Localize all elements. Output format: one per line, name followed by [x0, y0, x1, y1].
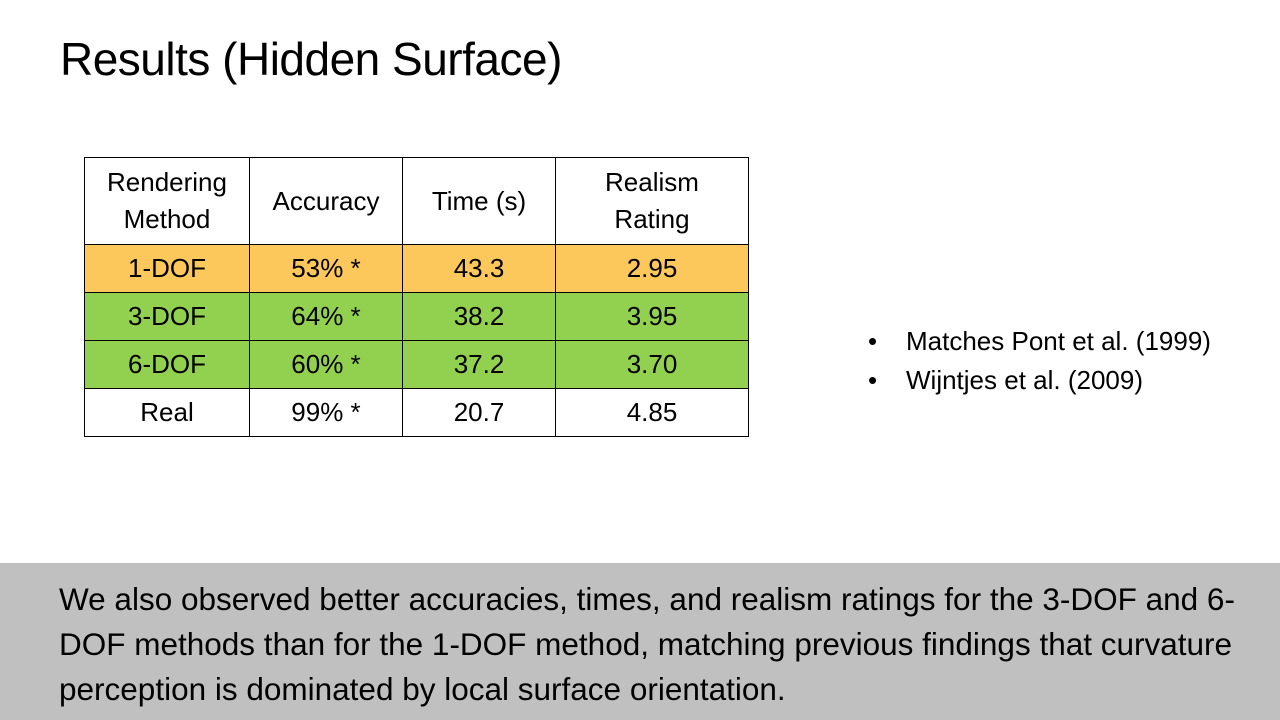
cell-accuracy: 60% * — [249, 340, 403, 389]
cell-time: 38.2 — [402, 292, 556, 341]
cell-accuracy: 53% * — [249, 244, 403, 293]
caption-text: We also observed better accuracies, time… — [59, 581, 1235, 707]
cell-realism: 4.85 — [555, 388, 749, 437]
header-accuracy: Accuracy — [249, 157, 403, 245]
cell-time: 37.2 — [402, 340, 556, 389]
cell-realism: 3.70 — [555, 340, 749, 389]
table-header-row: Rendering Method Accuracy Time (s) Reali… — [84, 157, 749, 245]
cell-time: 43.3 — [402, 244, 556, 293]
cell-method: 3-DOF — [84, 292, 250, 341]
reference-list: • Matches Pont et al. (1999) • Wijntjes … — [868, 322, 1211, 400]
results-table: Rendering Method Accuracy Time (s) Reali… — [84, 157, 749, 437]
list-item: • Wijntjes et al. (2009) — [868, 361, 1211, 400]
header-rendering-method: Rendering Method — [84, 157, 250, 245]
cell-realism: 2.95 — [555, 244, 749, 293]
cell-accuracy: 64% * — [249, 292, 403, 341]
header-time: Time (s) — [402, 157, 556, 245]
bullet-icon: • — [868, 326, 878, 356]
cell-method: 1-DOF — [84, 244, 250, 293]
table-row: 1-DOF 53% * 43.3 2.95 — [84, 244, 749, 293]
cell-method: 6-DOF — [84, 340, 250, 389]
caption-bar: We also observed better accuracies, time… — [0, 563, 1280, 720]
header-realism-rating: Realism Rating — [555, 157, 749, 245]
list-item: • Matches Pont et al. (1999) — [868, 322, 1211, 361]
table-row: 6-DOF 60% * 37.2 3.70 — [84, 340, 749, 389]
cell-method: Real — [84, 388, 250, 437]
list-item-text: Matches Pont et al. (1999) — [906, 326, 1211, 356]
table-row: Real 99% * 20.7 4.85 — [84, 388, 749, 437]
cell-accuracy: 99% * — [249, 388, 403, 437]
cell-time: 20.7 — [402, 388, 556, 437]
list-item-text: Wijntjes et al. (2009) — [906, 365, 1143, 395]
table-row: 3-DOF 64% * 38.2 3.95 — [84, 292, 749, 341]
slide-title: Results (Hidden Surface) — [60, 33, 562, 85]
cell-realism: 3.95 — [555, 292, 749, 341]
bullet-icon: • — [868, 365, 878, 395]
